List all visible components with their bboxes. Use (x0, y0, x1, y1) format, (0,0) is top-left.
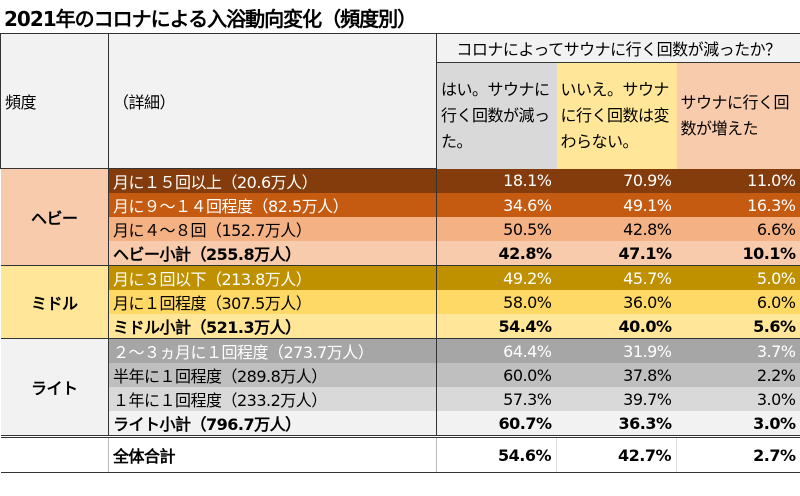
row-label: 半年に１回程度（289.8万人） (108, 363, 437, 387)
page-title: 2021年のコロナによる入浴動向変化（頻度別） (4, 7, 417, 31)
header-frequency: 頻度 (0, 33, 109, 169)
total-decreased: 54.6% (436, 436, 557, 473)
value-increased: 6.0% (756, 292, 796, 312)
value-decreased: 49.2% (503, 268, 552, 288)
value-increased: 3.0% (756, 389, 796, 409)
value-increased: 6.6% (756, 219, 796, 239)
row-label: １年に１回程度（233.2万人） (108, 387, 437, 411)
group-light: ライト (0, 338, 109, 437)
value-unchanged: 39.7% (623, 389, 672, 409)
total-unchanged: 42.7% (556, 436, 677, 473)
value-decreased: 58.0% (503, 292, 552, 312)
value-decreased: 60.0% (503, 365, 552, 385)
sauna-frequency-table: 頻度 （詳細） コロナによってサウナに行く回数が減ったか？ はい。サウナに行く回… (0, 33, 800, 473)
value-unchanged: 36.3% (618, 413, 672, 433)
value-increased: 2.2% (756, 365, 796, 385)
value-unchanged: 31.9% (623, 341, 672, 361)
header-answer-decreased: はい。サウナに行く回数が減った。 (436, 62, 557, 169)
row-label: 月に３回以下（213.8万人） (108, 265, 437, 290)
subtotal-label: ミドル小計（521.3万人） (108, 314, 437, 339)
total-increased: 2.7% (676, 436, 800, 473)
value-decreased: 57.3% (503, 389, 552, 409)
value-unchanged: 49.1% (623, 195, 672, 215)
value-unchanged: 40.0% (618, 316, 672, 336)
row-label: ２～３ヵ月に１回程度（273.7万人） (108, 338, 437, 363)
value-decreased: 34.6% (503, 195, 552, 215)
group-heavy: ヘビー (0, 168, 109, 266)
row-label: 月に４～８回（152.7万人） (108, 217, 437, 241)
value-unchanged: 37.8% (623, 365, 672, 385)
subtotal-label: ライト小計（796.7万人） (108, 411, 437, 437)
value-decreased: 18.1% (503, 171, 552, 191)
header-answer-increased: サウナに行く回数が増えた (676, 62, 800, 169)
row-label: 月に１５回以上（20.6万人） (108, 168, 437, 193)
value-increased: 5.6% (753, 316, 796, 336)
row-label: 月に９～１４回程度（82.5万人） (108, 193, 437, 217)
value-increased: 5.0% (756, 268, 796, 288)
subtotal-label: ヘビー小計（255.8万人） (108, 241, 437, 266)
total-label: 全体合計 (108, 436, 437, 473)
row-label: 月に１回程度（307.5万人） (108, 290, 437, 314)
value-increased: 16.3% (747, 195, 796, 215)
value-decreased: 60.7% (498, 413, 552, 433)
header-question: コロナによってサウナに行く回数が減ったか？ (436, 33, 800, 63)
value-unchanged: 45.7% (623, 268, 672, 288)
value-increased: 10.1% (742, 243, 796, 263)
value-unchanged: 36.0% (623, 292, 672, 312)
header-answer-unchanged: いいえ。サウナに行く回数は変わらない。 (556, 62, 677, 169)
value-decreased: 54.4% (498, 316, 552, 336)
total-frequency-cell (0, 436, 109, 473)
value-increased: 11.0% (747, 171, 796, 191)
value-increased: 3.7% (756, 341, 796, 361)
value-unchanged: 47.1% (618, 243, 672, 263)
value-unchanged: 42.8% (623, 219, 672, 239)
value-decreased: 64.4% (503, 341, 552, 361)
value-decreased: 42.8% (498, 243, 552, 263)
value-decreased: 50.5% (503, 219, 552, 239)
group-middle: ミドル (0, 265, 109, 339)
value-increased: 3.0% (753, 413, 796, 433)
value-unchanged: 70.9% (623, 171, 672, 191)
header-detail: （詳細） (108, 33, 437, 169)
